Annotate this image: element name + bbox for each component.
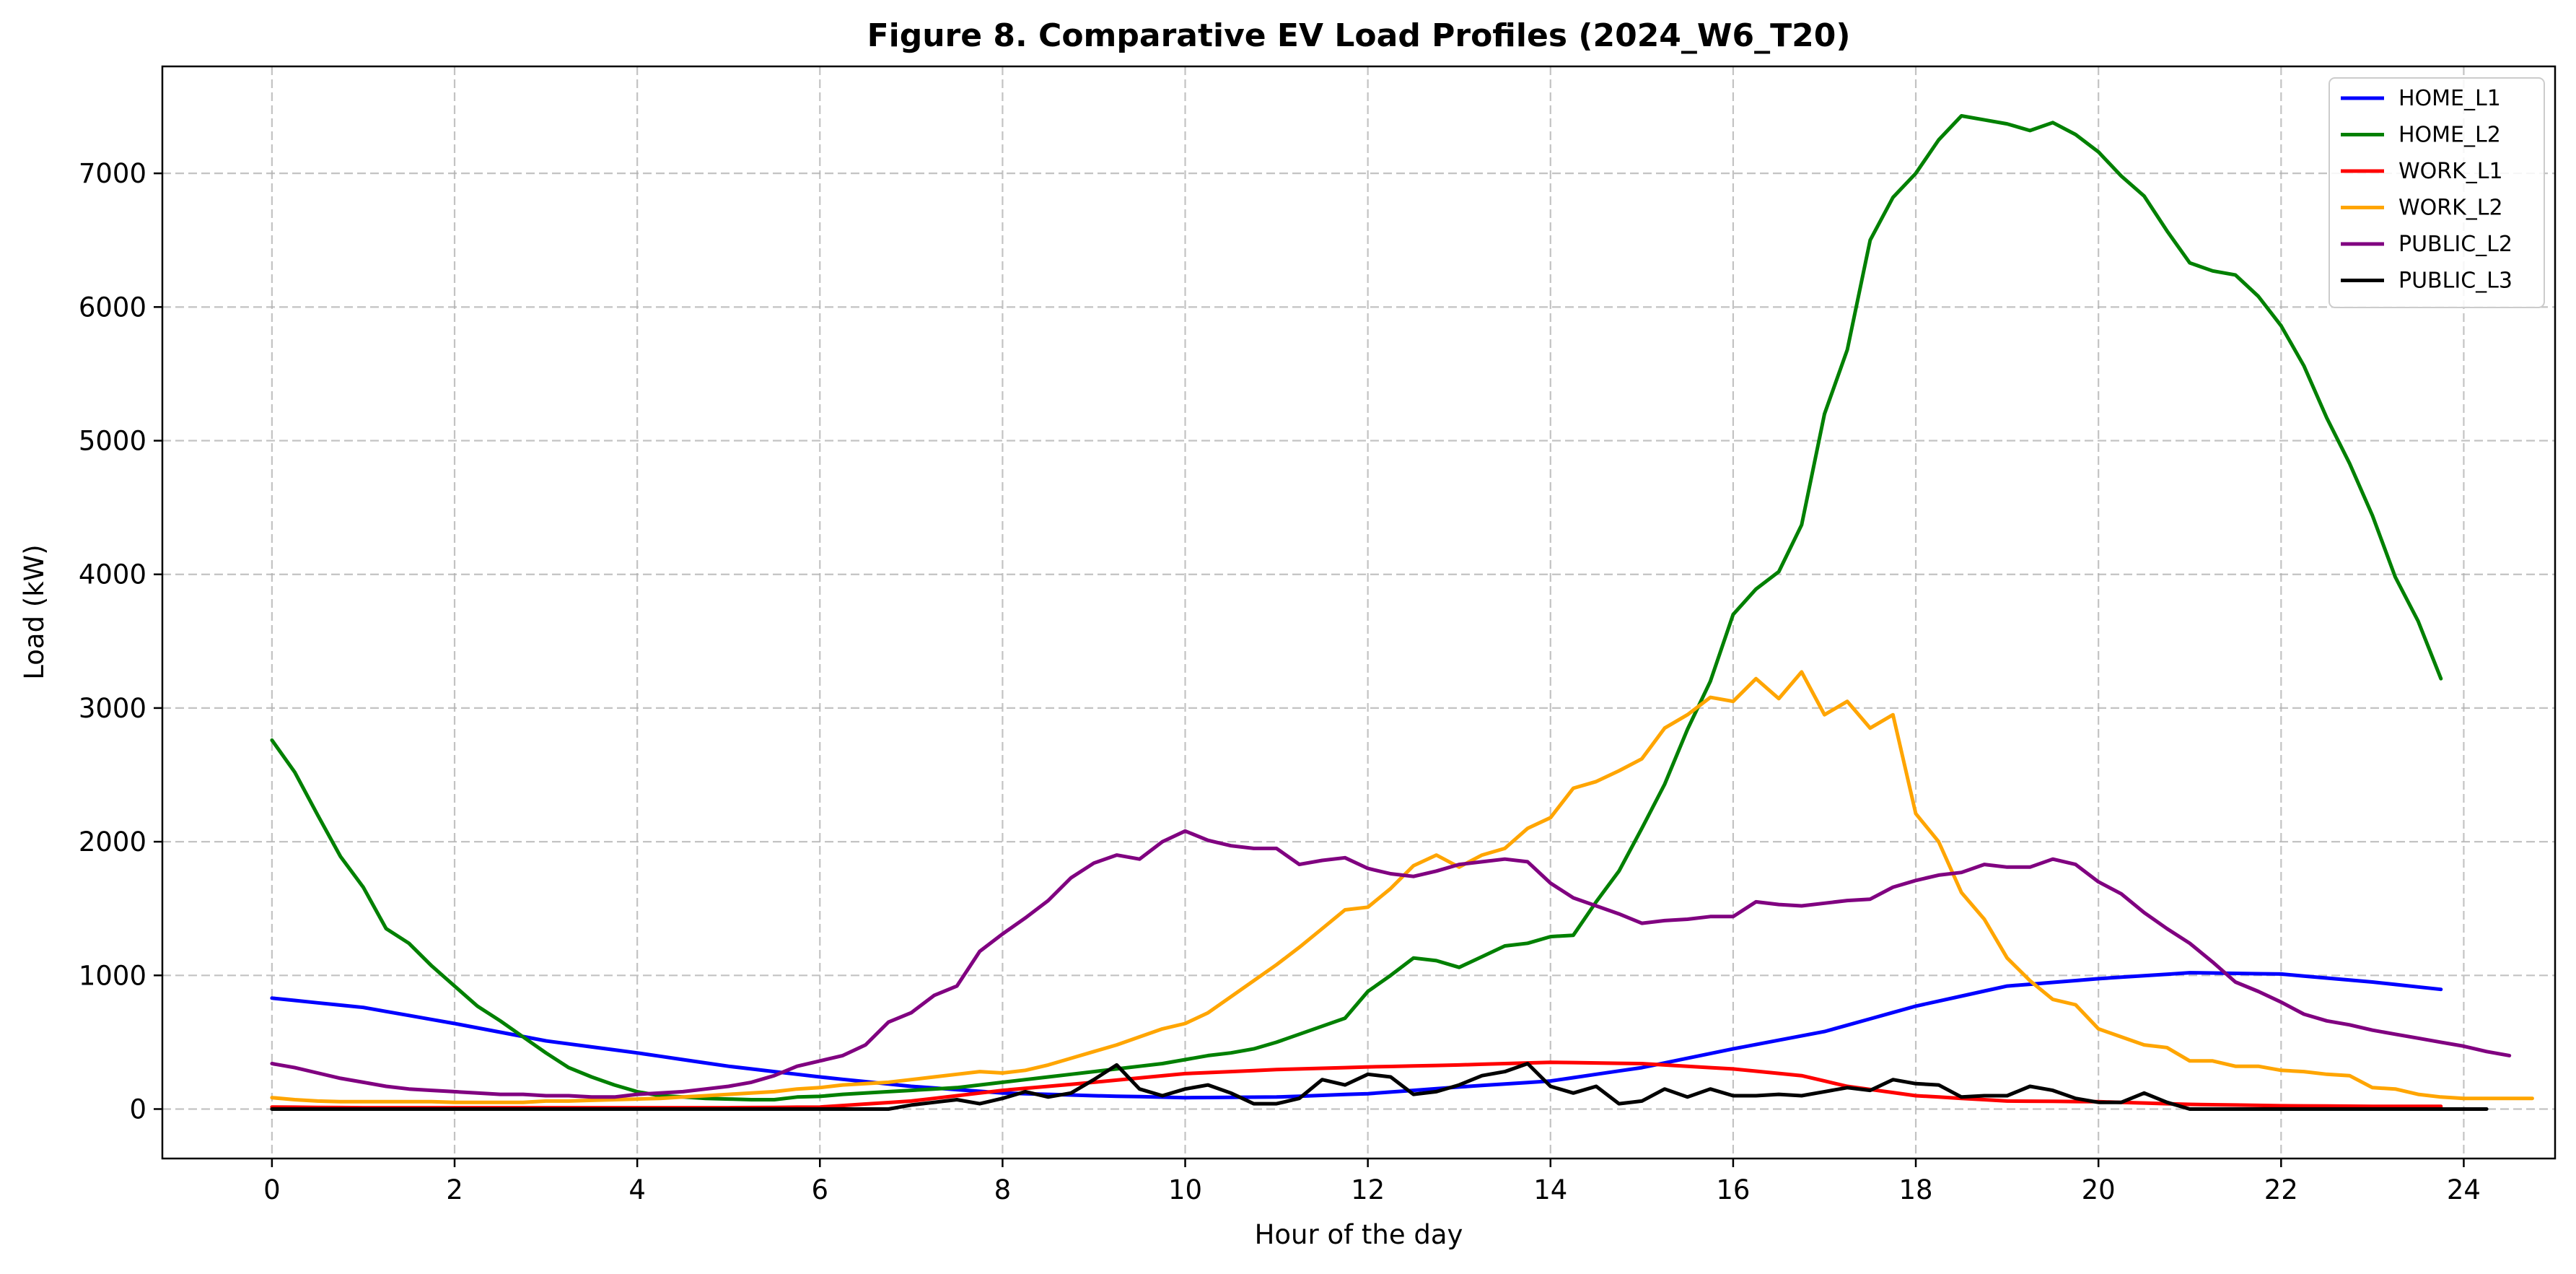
x-tick-label: 12: [1351, 1174, 1385, 1205]
series-line-public-l2: [270, 829, 2512, 1099]
x-tick-label: 2: [446, 1174, 463, 1205]
x-tick-label: 14: [1533, 1174, 1567, 1205]
legend: HOME_L1 HOME_L2 WORK_L1 WORK_L2 PUBLIC_L2 PUB…: [2329, 77, 2545, 308]
x-tick-label: 4: [628, 1174, 646, 1205]
y-tick-label: 5000: [79, 426, 146, 457]
x-tick-label: 10: [1168, 1174, 1202, 1205]
y-tick-label: 6000: [79, 292, 146, 323]
plot-frame: [161, 65, 2557, 1160]
grid: [162, 66, 2555, 1159]
series-line-public-l3: [270, 1062, 2489, 1111]
legend-label-work-l1: WORK_L1: [2398, 159, 2503, 184]
y-tick-label: 0: [129, 1094, 146, 1125]
x-axis-label: Hour of the day: [1255, 1219, 1463, 1250]
y-tick-label: 3000: [79, 693, 146, 724]
x-tick-label: 18: [1898, 1174, 1932, 1205]
series-line-home-l1: [270, 971, 2443, 1100]
x-tick-label: 20: [2082, 1174, 2116, 1205]
legend-label-public-l2: PUBLIC_L2: [2398, 232, 2513, 257]
x-tick-label: 16: [1716, 1174, 1750, 1205]
series-line-home-l2: [270, 114, 2443, 1101]
y-tick-label: 4000: [79, 559, 146, 590]
legend-label-home-l2: HOME_L2: [2398, 123, 2501, 148]
legend-label-work-l2: WORK_L2: [2398, 196, 2503, 221]
axis-ticks: 0 2 4 6 8 10 12 14 16 18 20 22 240100020003000400050…: [79, 158, 2481, 1205]
y-axis-label: Load (kW): [19, 544, 50, 679]
y-tick-label: 1000: [79, 960, 146, 991]
x-tick-label: 6: [811, 1174, 828, 1205]
legend-label-home-l1: HOME_L1: [2398, 86, 2501, 111]
x-tick-label: 0: [263, 1174, 281, 1205]
series-line-work-l2: [270, 670, 2534, 1104]
y-tick-label: 2000: [79, 826, 146, 858]
x-tick-label: 24: [2447, 1174, 2481, 1205]
x-tick-label: 22: [2264, 1174, 2298, 1205]
legend-label-public-l3: PUBLIC_L3: [2398, 269, 2513, 294]
y-tick-label: 7000: [79, 158, 146, 189]
chart-title: Figure 8. Comparative EV Load Profiles (…: [867, 17, 1851, 54]
plot-series: [270, 114, 2534, 1111]
x-tick-label: 8: [994, 1174, 1012, 1205]
